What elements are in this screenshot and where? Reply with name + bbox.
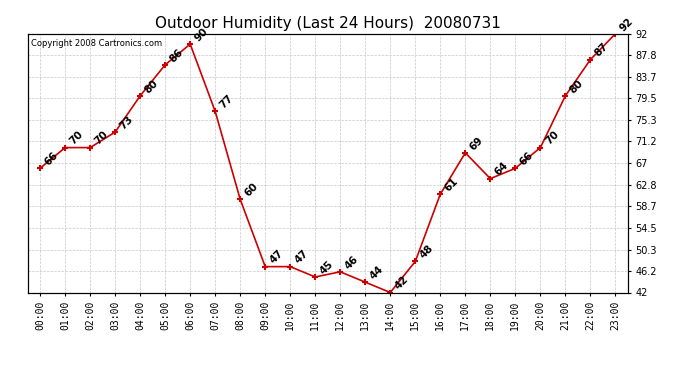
Text: 48: 48 — [418, 243, 435, 261]
Text: 92: 92 — [618, 16, 635, 33]
Text: 77: 77 — [218, 93, 235, 111]
Text: 86: 86 — [168, 47, 186, 64]
Text: 47: 47 — [268, 248, 286, 266]
Text: 66: 66 — [518, 150, 535, 168]
Text: 73: 73 — [118, 114, 135, 131]
Text: 44: 44 — [368, 264, 386, 281]
Text: 42: 42 — [393, 274, 411, 292]
Text: 61: 61 — [443, 176, 460, 194]
Title: Outdoor Humidity (Last 24 Hours)  20080731: Outdoor Humidity (Last 24 Hours) 2008073… — [155, 16, 501, 31]
Text: 90: 90 — [193, 26, 210, 44]
Text: 45: 45 — [318, 259, 335, 276]
Text: 80: 80 — [143, 78, 160, 95]
Text: 80: 80 — [568, 78, 586, 95]
Text: 70: 70 — [93, 129, 110, 147]
Text: 69: 69 — [468, 135, 485, 152]
Text: 64: 64 — [493, 160, 511, 178]
Text: 46: 46 — [343, 254, 360, 271]
Text: 47: 47 — [293, 248, 310, 266]
Text: 60: 60 — [243, 181, 260, 199]
Text: 66: 66 — [43, 150, 60, 168]
Text: Copyright 2008 Cartronics.com: Copyright 2008 Cartronics.com — [30, 39, 161, 48]
Text: 70: 70 — [68, 129, 86, 147]
Text: 70: 70 — [543, 129, 560, 147]
Text: 87: 87 — [593, 41, 611, 59]
